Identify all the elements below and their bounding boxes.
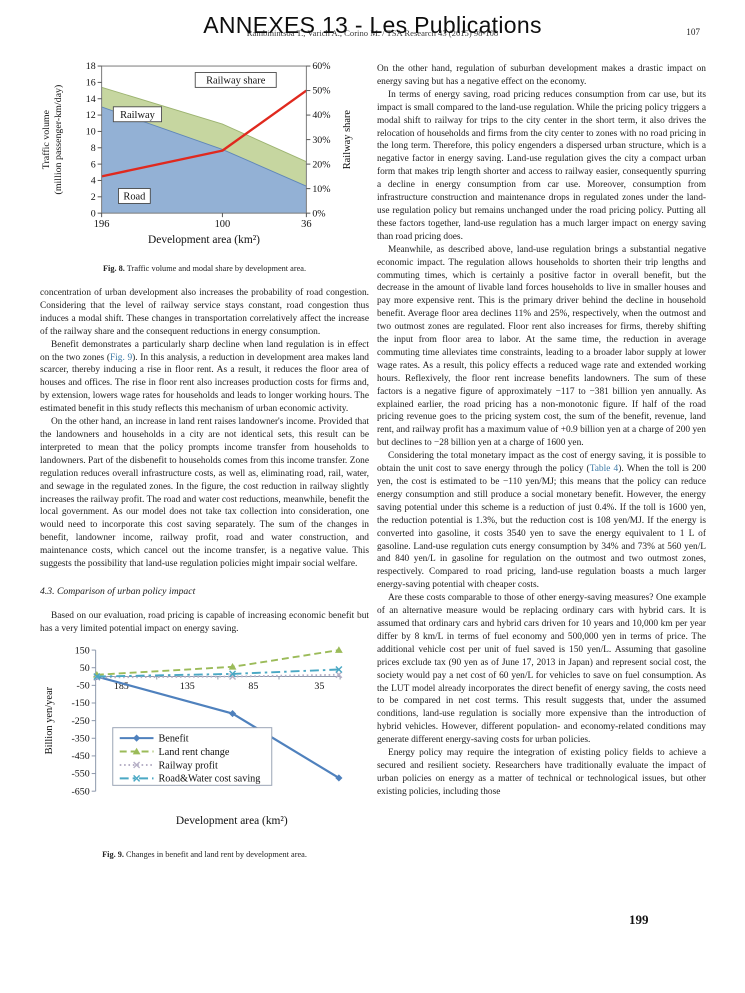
right-body: On the other hand, regulation of suburba… (377, 63, 706, 799)
svg-text:-650: -650 (72, 786, 90, 797)
cross-reference-link[interactable]: Table 4 (589, 464, 619, 475)
fig9-caption-text: Changes in benefit and land rent by deve… (123, 849, 307, 859)
text-segment: Benefit demonstrates a particularly shar… (40, 339, 369, 363)
svg-text:-50: -50 (76, 680, 89, 691)
svg-text:Railway profit: Railway profit (158, 760, 217, 771)
svg-text:185: 185 (114, 681, 129, 692)
svg-text:8: 8 (91, 143, 96, 154)
paragraph: Meanwhile, as described above, land-use … (377, 244, 706, 451)
text-segment: Are these costs comparable to those of o… (377, 593, 706, 746)
page-number: 107 (686, 27, 700, 37)
svg-text:196: 196 (94, 219, 110, 230)
svg-text:50: 50 (80, 663, 90, 674)
paragraph: On the other hand, an increase in land r… (40, 416, 369, 571)
text-segment: ). When the toll is 200 yen, the cost is… (377, 464, 707, 591)
svg-text:40%: 40% (312, 110, 330, 121)
paragraph: Considering the total monetary impact as… (377, 450, 706, 592)
svg-text:Land rent change: Land rent change (158, 747, 229, 758)
svg-text:100: 100 (215, 219, 231, 230)
svg-text:Road: Road (123, 192, 146, 203)
text-segment: Energy policy may require the integratio… (377, 748, 706, 797)
svg-text:36: 36 (301, 219, 311, 230)
paragraph: Benefit demonstrates a particularly shar… (40, 339, 369, 416)
svg-text:14: 14 (86, 94, 96, 105)
svg-text:Traffic volume: Traffic volume (41, 109, 52, 169)
text-segment: Meanwhile, as described above, land-use … (377, 244, 706, 449)
svg-text:16: 16 (86, 78, 96, 89)
svg-text:20%: 20% (312, 159, 330, 170)
paragraph: concentration of urban development also … (40, 287, 369, 339)
left-body-top: concentration of urban development also … (40, 287, 369, 571)
fig9-svg: 150 50 -50 -150 -250 -350 -450 -550 -650 185 135 85… (44, 645, 343, 827)
svg-text:Benefit: Benefit (158, 733, 188, 744)
svg-text:-550: -550 (72, 768, 90, 779)
svg-text:-250: -250 (72, 716, 90, 727)
text-segment: On the other hand, regulation of suburba… (377, 64, 706, 87)
overlay-page-stamp: 199 (629, 912, 649, 927)
svg-text:85: 85 (248, 681, 258, 692)
text-segment: In terms of energy saving, road pricing … (377, 89, 706, 242)
text-segment: concentration of urban development also … (40, 288, 369, 337)
svg-text:Billion yen/year: Billion yen/year (44, 686, 55, 754)
fig8-caption: Fig. 8. Traffic volume and modal share b… (40, 264, 369, 273)
annex-overlay-title: ANNEXES 13 - Les Publications (203, 12, 542, 38)
svg-text:10%: 10% (312, 184, 330, 195)
figure-9: 150 50 -50 -150 -250 -350 -450 -550 -650 185 135 85… (40, 642, 369, 859)
svg-text:Development area (km²): Development area (km²) (148, 234, 260, 246)
text-segment: ). In this analysis, a reduction in deve… (40, 352, 369, 415)
text-segment: On the other hand, an increase in land r… (40, 417, 369, 570)
fig8-caption-label: Fig. 8. (102, 264, 125, 273)
fig8-caption-text: Traffic volume and modal share by develo… (124, 264, 307, 273)
svg-text:Railway: Railway (120, 110, 156, 121)
paragraph: Are these costs comparable to those of o… (377, 592, 706, 747)
fig9-chart: 150 50 -50 -150 -250 -350 -450 -550 -650 185 135 85… (40, 642, 369, 846)
fig8-svg: 0 2 4 6 8 10 12 14 16 18 0% 10% 20% 30% 40% 50% 60% 196 10… (41, 61, 353, 246)
svg-text:60%: 60% (312, 61, 330, 72)
right-column: On the other hand, regulation of suburba… (377, 63, 706, 799)
section-heading: 4.3. Comparison of urban policy impact (40, 585, 196, 597)
svg-text:-150: -150 (72, 698, 90, 709)
svg-text:Road&Water cost saving: Road&Water cost saving (158, 773, 260, 784)
paragraph: On the other hand, regulation of suburba… (377, 63, 706, 89)
text-segment: Based on our evaluation, road pricing is… (40, 610, 369, 634)
svg-text:Railway share: Railway share (342, 110, 353, 170)
svg-text:(million passenger-km/day): (million passenger-km/day) (53, 85, 64, 195)
svg-text:2: 2 (91, 192, 96, 203)
text-segment: Considering the total monetary impact as… (377, 451, 706, 475)
svg-text:35: 35 (314, 681, 324, 692)
left-body-after-heading: Based on our evaluation, road pricing is… (40, 610, 369, 636)
cross-reference-link[interactable]: Fig. 9 (109, 352, 133, 363)
svg-text:18: 18 (86, 61, 96, 72)
svg-text:Railway share: Railway share (206, 76, 266, 87)
left-column: 0 2 4 6 8 10 12 14 16 18 0% 10% 20% 30% 40% 50% 60% 196 10… (40, 56, 369, 859)
svg-text:12: 12 (86, 110, 96, 121)
svg-text:0%: 0% (312, 208, 325, 219)
fig8-chart: 0 2 4 6 8 10 12 14 16 18 0% 10% 20% 30% 40% 50% 60% 196 10… (40, 56, 369, 260)
running-head: Rambinintsoa T., Varich A., Corino M. / … (246, 28, 499, 38)
svg-text:150: 150 (75, 645, 90, 656)
paragraph: In terms of energy saving, road pricing … (377, 89, 706, 244)
fig9-caption: Fig. 9. Changes in benefit and land rent… (40, 850, 369, 859)
svg-text:10: 10 (86, 127, 96, 138)
paragraph: Energy policy may require the integratio… (377, 747, 706, 799)
figure-8: 0 2 4 6 8 10 12 14 16 18 0% 10% 20% 30% 40% 50% 60% 196 10… (40, 56, 369, 273)
fig9-caption-label: Fig. 9. (102, 849, 124, 859)
svg-text:30%: 30% (312, 135, 330, 146)
svg-text:-350: -350 (72, 733, 90, 744)
svg-text:-450: -450 (72, 751, 90, 762)
svg-text:6: 6 (91, 159, 96, 170)
svg-text:Development area (km²): Development area (km²) (176, 815, 288, 827)
svg-text:0: 0 (91, 208, 96, 219)
paragraph: Based on our evaluation, road pricing is… (40, 610, 369, 636)
svg-text:50%: 50% (312, 86, 330, 97)
svg-text:135: 135 (180, 681, 195, 692)
svg-text:4: 4 (91, 176, 96, 187)
